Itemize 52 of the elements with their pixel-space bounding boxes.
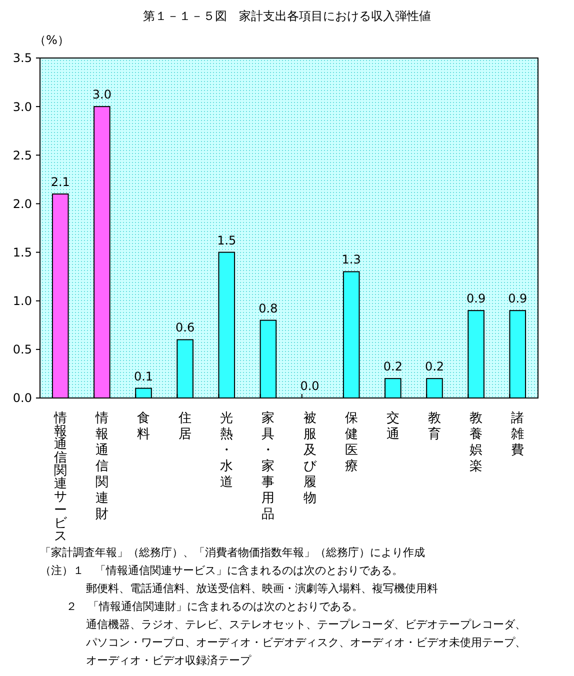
data-label: 1.3 (342, 252, 361, 267)
bar (426, 378, 443, 398)
x-tick-label: 情報通信関連財 (94, 411, 108, 522)
x-tick-label: 食料 (137, 411, 150, 442)
x-tick-label: 交通 (386, 410, 400, 442)
data-label: 0.2 (424, 360, 444, 374)
bar (342, 271, 360, 398)
text: パソコン・ワープロ、オーディオ・ビデオディスク、オーディオ・ビデオ未使用テープ、 (85, 636, 526, 649)
data-label: 0.0 (300, 379, 320, 393)
y-tick-label: 1.5 (12, 245, 32, 260)
bar (384, 378, 402, 398)
bar (509, 310, 526, 398)
x-tick-label: 教養娯楽 (470, 411, 483, 474)
data-label: 3.0 (92, 88, 112, 102)
y-tick-label: 1.0 (12, 294, 32, 308)
data-label: 0.1 (134, 369, 154, 384)
text: （注）１ 「情報通信関連サービス」に含まれるのは次のとおりである。 (40, 564, 403, 577)
category-label: 情報通信関連サービス (54, 411, 67, 544)
data-label: 2.1 (50, 175, 70, 189)
bar (468, 310, 484, 398)
data-label: 1.5 (217, 233, 236, 248)
x-tick-label: 家具・家事用品 (262, 410, 275, 522)
data-label: 0.9 (508, 292, 528, 306)
y-tick-label: 0.5 (12, 342, 32, 357)
y-axis-title: （%） (34, 33, 70, 47)
text: オーディオ・ビデオ収録済テープ (86, 654, 252, 667)
text: 「家計調査年報」（総務庁）、「消費者物価指数年報」（総務庁）により作成 (40, 546, 425, 559)
x-tick-label: 光熱・水道 (220, 411, 234, 490)
data-label: 0.2 (383, 360, 402, 374)
text: ２ 「情報通信関連財」に含まれるのは次のとおりである。 (66, 600, 363, 613)
text: 郵便料、電話通信料、放送受信料、映画・演劇等入場料、複写機使用料 (86, 582, 438, 595)
text: 通信機器、ラジオ、テレビ、ステレオセット、テープレコーダ、ビデオテープレコーダ、 (86, 618, 526, 631)
x-tick-label: 諸雑費 (511, 411, 524, 458)
bar (260, 320, 277, 398)
chart-title: 第１－１－５図 家計支出各項目における収入弾性値 (143, 9, 431, 23)
bar (176, 339, 194, 398)
y-tick-label: 2.0 (12, 196, 32, 211)
data-label: 0.8 (258, 301, 278, 316)
bar (52, 194, 69, 398)
data-label: 0.6 (176, 320, 195, 335)
bar (135, 388, 152, 398)
x-tick-label: 被服及び履物 (303, 411, 318, 506)
x-tick-label: 住居 (178, 411, 192, 442)
y-tick-label: 3.0 (12, 100, 32, 114)
x-tick-label: 保健医療 (344, 411, 358, 474)
bar (218, 252, 236, 398)
x-tick-label: 教育 (428, 411, 441, 442)
bar (94, 106, 110, 398)
y-tick-label: 3.5 (12, 51, 32, 66)
y-tick-label: 2.5 (12, 148, 32, 162)
y-tick-label: 0.0 (12, 391, 32, 406)
data-label: 0.9 (466, 292, 486, 306)
